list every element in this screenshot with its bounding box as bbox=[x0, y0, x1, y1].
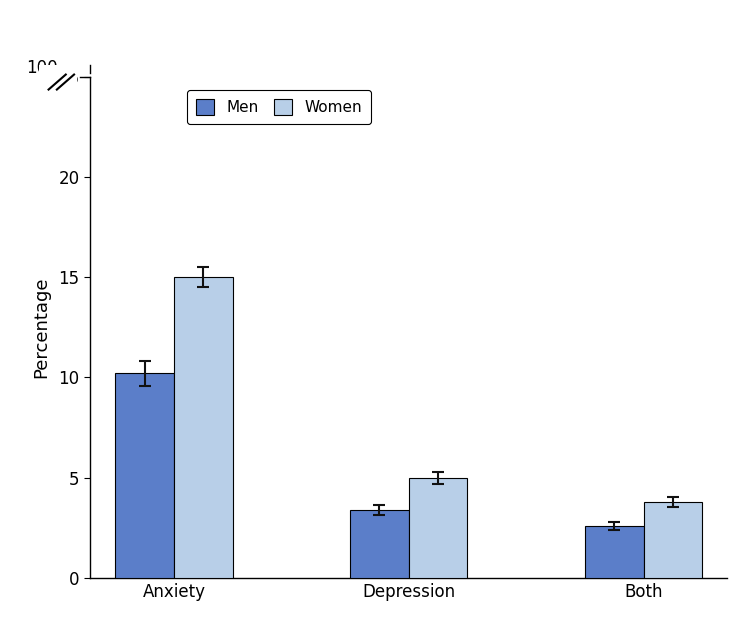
Bar bbox=[409, 478, 467, 578]
Bar bbox=[585, 526, 644, 578]
Legend: Men, Women: Men, Women bbox=[187, 90, 371, 124]
Bar bbox=[350, 510, 409, 578]
Bar bbox=[644, 501, 702, 578]
Y-axis label: Percentage: Percentage bbox=[32, 277, 50, 378]
Bar bbox=[116, 374, 174, 578]
Bar bbox=[174, 277, 232, 578]
Bar bbox=[39, 64, 77, 89]
Text: 100: 100 bbox=[26, 59, 58, 77]
